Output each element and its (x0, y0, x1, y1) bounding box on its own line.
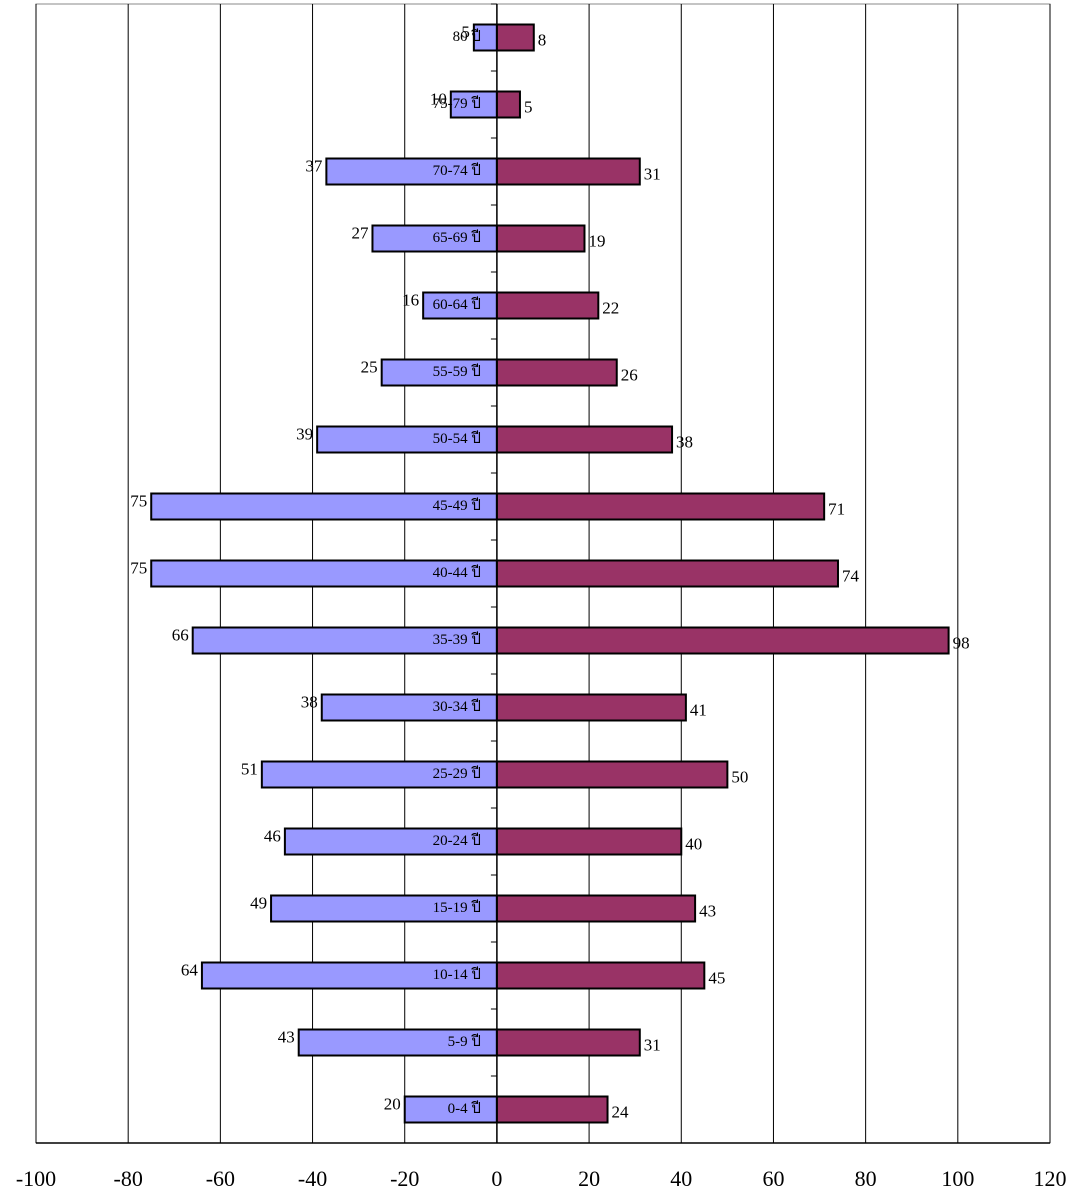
value-label: 24 (612, 1102, 630, 1121)
category-label: 25-29 ปี (433, 765, 481, 782)
value-label: 43 (699, 901, 716, 920)
category-label: 75-79 ปี (433, 95, 481, 112)
value-label: 75 (130, 558, 147, 577)
value-label: 49 (250, 893, 267, 912)
value-label: 37 (305, 156, 323, 175)
x-tick-label: -60 (206, 1166, 235, 1191)
bar (497, 561, 838, 587)
value-label: 46 (264, 826, 281, 845)
bar (497, 963, 704, 989)
value-label: 50 (731, 767, 748, 786)
category-label: 50-54 ปี (433, 430, 481, 447)
x-tick-label: 20 (578, 1166, 600, 1191)
value-label: 27 (351, 223, 369, 242)
bar (497, 427, 672, 453)
bar (497, 628, 949, 654)
value-label: 19 (588, 231, 605, 250)
value-label: 66 (172, 625, 189, 644)
value-label: 22 (602, 298, 619, 317)
category-label: 80 ปี (453, 28, 481, 45)
value-label: 5 (524, 97, 533, 116)
x-tick-label: -80 (114, 1166, 143, 1191)
value-label: 51 (241, 759, 258, 778)
value-label: 98 (953, 633, 970, 652)
category-label: 15-19 ปี (433, 899, 481, 916)
x-tick-label: -100 (16, 1166, 56, 1191)
bar (497, 494, 824, 520)
x-tick-label: 0 (491, 1166, 502, 1191)
bar (497, 896, 695, 922)
category-label: 55-59 ปี (433, 363, 481, 380)
bar (497, 92, 520, 118)
bar (497, 695, 686, 721)
value-label: 31 (644, 1035, 661, 1054)
x-tick-label: 120 (1034, 1166, 1067, 1191)
value-label: 71 (828, 499, 845, 518)
category-label: 5-9 ปี (448, 1033, 481, 1050)
category-label: 20-24 ปี (433, 832, 481, 849)
x-tick-label: 40 (670, 1166, 692, 1191)
value-label: 74 (842, 566, 860, 585)
x-tick-label: 80 (855, 1166, 877, 1191)
bar (497, 159, 640, 185)
bar (497, 762, 727, 788)
value-label: 40 (685, 834, 702, 853)
value-label: 64 (181, 960, 199, 979)
value-label: 45 (708, 968, 725, 987)
category-label: 65-69 ปี (433, 229, 481, 246)
value-label: 16 (402, 290, 419, 309)
x-tick-label: 60 (762, 1166, 784, 1191)
category-label: 30-34 ปี (433, 698, 481, 715)
category-label: 60-64 ปี (433, 296, 481, 313)
value-label: 31 (644, 164, 661, 183)
bar (497, 226, 585, 252)
value-label: 39 (296, 424, 313, 443)
bar (497, 293, 598, 319)
bar (497, 829, 681, 855)
value-label: 20 (384, 1094, 401, 1113)
value-label: 38 (301, 692, 318, 711)
value-label: 41 (690, 700, 707, 719)
bar (497, 360, 617, 386)
value-label: 26 (621, 365, 638, 384)
bar (497, 25, 534, 51)
value-label: 25 (361, 357, 378, 376)
category-label: 10-14 ปี (433, 966, 481, 983)
value-label: 8 (538, 30, 547, 49)
category-label: 35-39 ปี (433, 631, 481, 648)
bar (497, 1030, 640, 1056)
value-label: 38 (676, 432, 693, 451)
value-label: 43 (278, 1027, 295, 1046)
chart: -100 -80 -60 -40 -20 0 20 40 60 80 100 120 5 8 80 ปี 10… (0, 0, 1069, 1203)
page: -100 -80 -60 -40 -20 0 20 40 60 80 100 120 5 8 80 ปี 10… (0, 0, 1069, 1203)
category-label: 70-74 ปี (433, 162, 481, 179)
x-tick-label: -20 (390, 1166, 419, 1191)
value-label: 75 (130, 491, 147, 510)
category-label: 45-49 ปี (433, 497, 481, 514)
x-tick-label: 100 (941, 1166, 974, 1191)
category-label: 40-44 ปี (433, 564, 481, 581)
x-tick-label: -40 (298, 1166, 327, 1191)
bar (497, 1097, 608, 1123)
category-label: 0-4 ปี (448, 1100, 481, 1117)
